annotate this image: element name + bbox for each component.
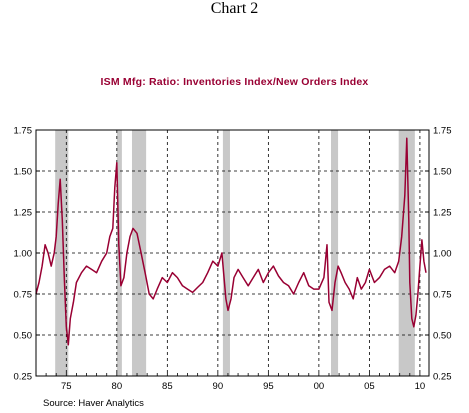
x-tick-label-00: 00 bbox=[314, 381, 325, 392]
y-tick-label-right: 1.75 bbox=[433, 126, 452, 137]
y-tick-label-left: 1.25 bbox=[14, 208, 33, 219]
chart-title: ISM Mfg: Ratio: Inventories Index/New Or… bbox=[100, 76, 369, 88]
recession-band-3 bbox=[222, 130, 230, 376]
x-tick-label-05: 05 bbox=[364, 381, 375, 392]
x-tick-label-80: 80 bbox=[112, 381, 123, 392]
x-tick-labels: 75 80 85 90 95 00 05 10 bbox=[61, 381, 425, 392]
y-tick-label-left: 1.75 bbox=[14, 126, 33, 137]
y-tick-label-left: 1.50 bbox=[14, 167, 33, 178]
y-tick-label-left: 0.25 bbox=[14, 372, 33, 383]
series-layer bbox=[35, 137, 427, 346]
y-tick-label-left: 1.00 bbox=[14, 249, 33, 260]
y-tick-label-right: 1.00 bbox=[433, 249, 452, 260]
y-tick-label-left: 0.75 bbox=[14, 290, 33, 301]
y-tick-label-right: 1.25 bbox=[433, 208, 452, 219]
y-tick-label-right: 0.75 bbox=[433, 290, 452, 301]
recession-band-5 bbox=[398, 130, 415, 376]
x-tick-label-95: 95 bbox=[263, 381, 274, 392]
series-line-0 bbox=[35, 137, 427, 346]
y-tick-label-right: 1.50 bbox=[433, 167, 452, 178]
chart-heading: Chart 2 bbox=[210, 0, 259, 17]
y-tick-label-right: 0.25 bbox=[433, 372, 452, 383]
horizontal-gridlines bbox=[36, 170, 429, 336]
y-tick-labels-right: 1.75 1.50 1.25 1.00 0.75 0.50 0.25 bbox=[425, 126, 452, 383]
plot-frame bbox=[35, 129, 430, 377]
y-tick-label-right: 0.50 bbox=[433, 331, 452, 342]
x-tick-marks bbox=[35, 373, 421, 376]
x-tick-label-75: 75 bbox=[61, 381, 72, 392]
x-tick-label-90: 90 bbox=[213, 381, 224, 392]
recession-band-4 bbox=[331, 130, 339, 376]
y-tick-labels-left: 1.75 1.50 1.25 1.00 0.75 0.50 0.25 bbox=[14, 126, 40, 383]
x-tick-label-10: 10 bbox=[415, 381, 426, 392]
x-tick-label-85: 85 bbox=[162, 381, 173, 392]
y-tick-label-left: 0.50 bbox=[14, 331, 33, 342]
source-note: Source: Haver Analytics bbox=[43, 398, 144, 409]
